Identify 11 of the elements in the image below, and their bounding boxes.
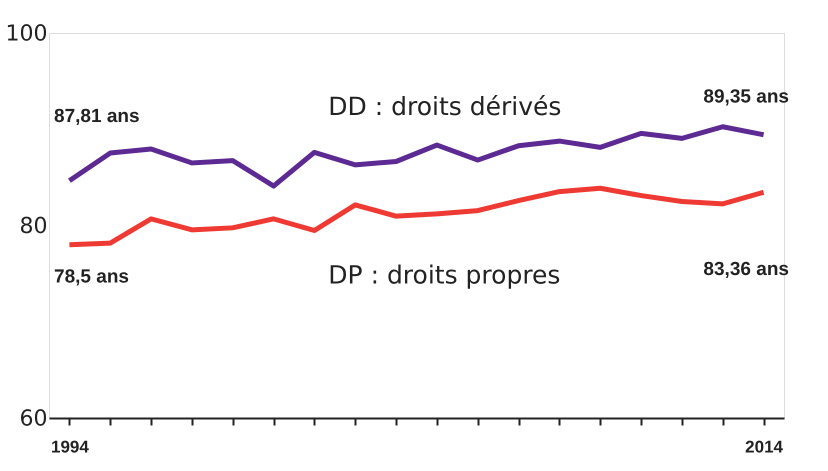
y-tick-label: 60 bbox=[20, 406, 48, 432]
x-tick-label: 1994 bbox=[51, 438, 90, 456]
annotation: 87,81 ans bbox=[54, 106, 140, 127]
annotation: 83,36 ans bbox=[703, 258, 789, 280]
y-tick-label: 80 bbox=[20, 214, 48, 239]
annotation: 78,5 ans bbox=[54, 266, 129, 288]
annotation: 89,35 ans bbox=[703, 86, 789, 108]
x-tick-label: 2014 bbox=[745, 438, 784, 456]
y-tick-label: 100 bbox=[6, 22, 48, 46]
series-label: DD : droits dérivés bbox=[328, 92, 562, 122]
series-label: DP : droits propres bbox=[328, 260, 560, 290]
